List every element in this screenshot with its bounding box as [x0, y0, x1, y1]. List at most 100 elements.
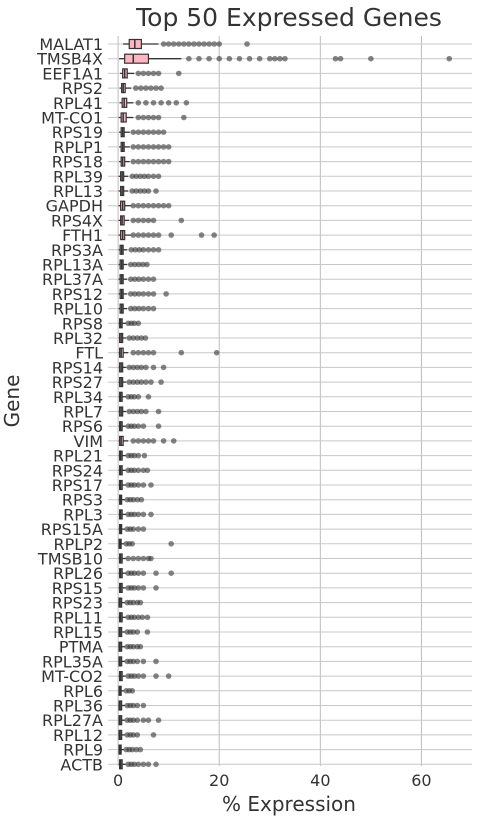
gene-boxplot [118, 332, 149, 344]
gene-boxplot [119, 53, 453, 64]
gene-boxplot [118, 641, 144, 652]
outlier-point [178, 349, 185, 356]
outlier-point [143, 379, 149, 385]
gene-label: GAPDH [46, 197, 103, 216]
outlier-point [131, 482, 138, 488]
outlier-point [131, 291, 138, 297]
gene-boxplot [118, 465, 151, 476]
outlier-point [145, 305, 152, 312]
outlier-point [141, 173, 148, 180]
outlier-point [129, 173, 136, 180]
outlier-point [127, 276, 134, 283]
gene-boxplot [118, 362, 167, 373]
gene-boxplot [120, 68, 182, 79]
outlier-point [130, 643, 137, 650]
outlier-point [129, 541, 136, 547]
outlier-point [130, 335, 137, 341]
outlier-point [140, 467, 147, 474]
outlier-point [129, 188, 136, 194]
outlier-point [135, 158, 142, 165]
outlier-point [145, 438, 152, 444]
outlier-point [150, 202, 157, 209]
outlier-point [131, 276, 138, 283]
outlier-point [126, 364, 133, 371]
outlier-point [206, 41, 212, 47]
outlier-point [140, 423, 147, 430]
gene-label: RPS19 [52, 123, 103, 142]
outlier-point [134, 717, 141, 723]
outlier-point [145, 276, 152, 283]
gene-label: RPS18 [52, 153, 103, 172]
outlier-point [136, 261, 142, 268]
gene-boxplot [118, 200, 172, 211]
outlier-point [148, 482, 154, 488]
gene-boxplot [118, 215, 185, 226]
outlier-point [236, 55, 243, 62]
gene-boxplot [119, 82, 164, 94]
outlier-point [165, 673, 172, 679]
outlier-point [143, 364, 149, 371]
outlier-point [160, 438, 167, 444]
outlier-point [130, 232, 137, 238]
outlier-point [140, 129, 147, 135]
outlier-point [135, 129, 142, 135]
outlier-point [150, 438, 157, 444]
outlier-point [148, 85, 154, 91]
gene-boxplot [119, 97, 190, 108]
outlier-point [145, 349, 152, 356]
gene-label: RPL9 [63, 741, 103, 760]
outlier-point [150, 217, 157, 224]
gene-boxplot [118, 729, 157, 741]
outlier-point [145, 291, 152, 297]
outlier-point [137, 643, 144, 650]
gene-boxplot [118, 230, 217, 241]
gene-boxplot [118, 244, 162, 255]
outlier-point [137, 599, 144, 606]
outlier-point [134, 379, 141, 385]
outlier-point [153, 658, 159, 665]
gene-label: RPS14 [52, 358, 103, 377]
outlier-point [170, 41, 177, 47]
outlier-point [165, 100, 172, 106]
outlier-point [135, 570, 142, 576]
outlier-point [150, 114, 157, 121]
outlier-point [127, 291, 134, 297]
outlier-point [128, 247, 135, 253]
outlier-point [135, 217, 142, 224]
gene-label: MT-CO2 [41, 667, 103, 686]
gene-boxplot [118, 435, 177, 446]
outlier-point [140, 261, 146, 268]
outlier-point [140, 761, 147, 768]
outlier-point [131, 305, 138, 312]
outlier-point [131, 320, 138, 327]
outlier-point [131, 423, 138, 430]
outlier-point [145, 202, 152, 209]
outlier-point [135, 349, 142, 356]
outlier-point [201, 41, 207, 47]
outlier-point [140, 202, 147, 209]
outlier-point [145, 761, 152, 768]
gene-boxplot [118, 421, 162, 432]
gene-boxplot [118, 391, 152, 402]
outlier-point [140, 70, 147, 77]
outlier-point [138, 85, 144, 91]
outlier-point [126, 408, 133, 415]
outlier-point [127, 305, 134, 312]
outlier-point [140, 144, 147, 150]
outlier-point [150, 70, 157, 77]
gene-label: RPS3A [51, 241, 103, 260]
outlier-point [140, 305, 147, 312]
outlier-point [140, 511, 147, 518]
outlier-point [140, 114, 147, 121]
gene-boxplot [118, 303, 157, 314]
outlier-point [144, 629, 151, 635]
gene-label: RPL6 [63, 682, 103, 701]
gene-label: RPL37A [42, 270, 103, 289]
gene-label: RPL41 [53, 94, 103, 113]
outlier-point [150, 173, 157, 180]
outlier-point [141, 188, 148, 194]
outlier-point [135, 100, 142, 106]
gene-label: ACTB [60, 755, 103, 774]
outlier-point [140, 158, 147, 165]
